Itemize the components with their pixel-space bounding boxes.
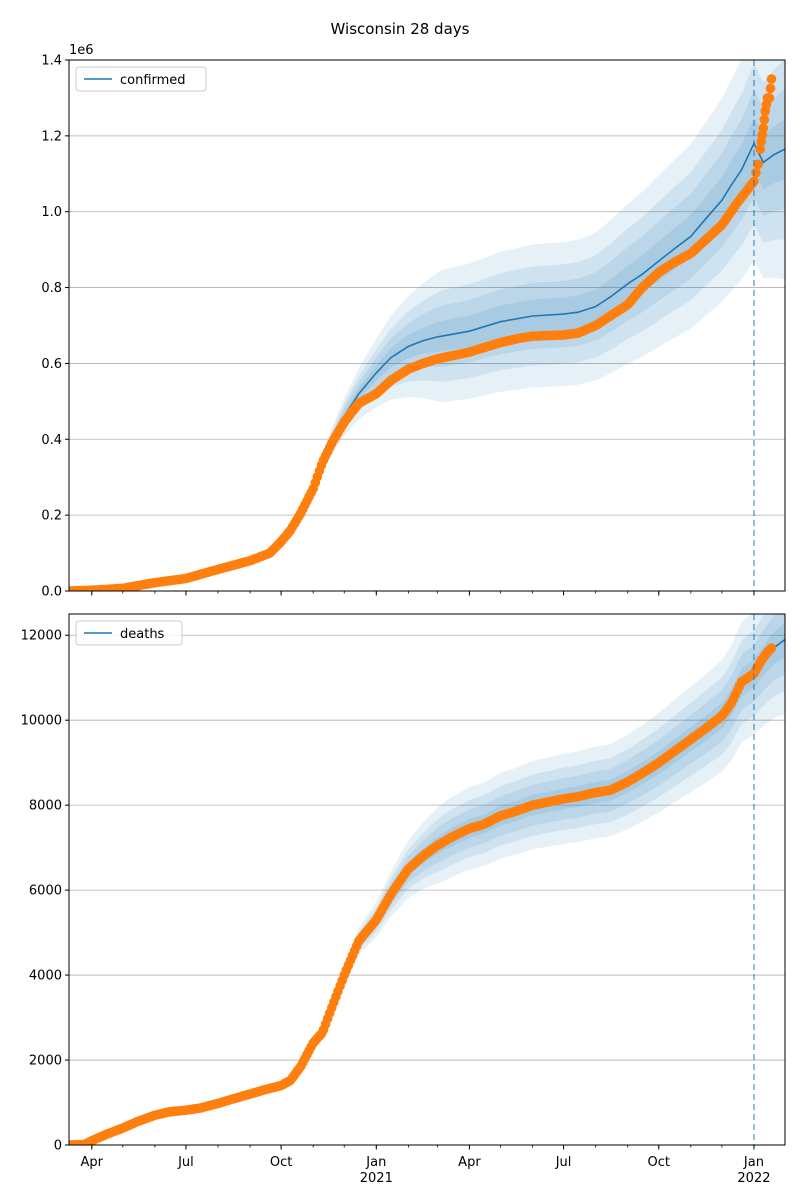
observed-point xyxy=(764,93,775,103)
y-tick-label: 12000 xyxy=(21,629,62,644)
x-tick-year-label: 2021 xyxy=(360,1171,393,1186)
observed-point xyxy=(765,83,776,94)
observed-point xyxy=(753,159,763,170)
y-tick-label: 8000 xyxy=(29,799,62,814)
y-tick-label: 10000 xyxy=(21,714,62,729)
observed-point xyxy=(766,74,777,84)
uncertainty-band xyxy=(274,60,785,550)
observed-point xyxy=(756,655,766,666)
uncertainty-band xyxy=(274,614,785,1088)
x-tick-year-label: 2022 xyxy=(737,1171,770,1186)
axes-frame xyxy=(68,59,786,592)
observed-point xyxy=(756,136,766,147)
y-tick-label: 6000 xyxy=(29,884,62,899)
y-tick-label: 2000 xyxy=(29,1054,62,1069)
y-tick-label: 0.6 xyxy=(41,357,62,372)
plot-area xyxy=(69,614,785,1145)
y-offset-label: 1e6 xyxy=(69,43,94,58)
legend-label: deaths xyxy=(120,627,165,642)
y-tick-label: 4000 xyxy=(29,969,62,984)
legend-label: confirmed xyxy=(120,73,186,88)
legend-box xyxy=(75,66,207,92)
x-tick-label: Apr xyxy=(458,1155,481,1170)
x-tick-label: Jul xyxy=(177,1155,194,1170)
uncertainty-band xyxy=(274,89,785,550)
y-tick-label: 0.2 xyxy=(41,509,62,524)
observed-point xyxy=(766,643,777,653)
y-tick-label: 0.4 xyxy=(41,433,62,448)
observed-point xyxy=(759,114,770,125)
uncertainty-band xyxy=(274,614,785,1088)
y-tick-label: 1.2 xyxy=(41,129,62,144)
observed-point xyxy=(755,144,765,154)
x-tick-label: Oct xyxy=(648,1155,670,1170)
y-tick-label: 1.0 xyxy=(41,205,62,220)
x-tick-label: Apr xyxy=(81,1155,104,1170)
y-tick-label: 1.4 xyxy=(41,54,62,69)
uncertainty-band xyxy=(274,118,785,550)
plot-area xyxy=(69,60,785,591)
y-tick-label: 0 xyxy=(54,1139,62,1154)
legend-box xyxy=(75,620,183,646)
x-tick-label: Jan xyxy=(365,1155,386,1170)
x-tick-label: Jan xyxy=(743,1155,764,1170)
observed-point xyxy=(758,123,769,134)
x-tick-label: Oct xyxy=(270,1155,292,1170)
axes-frame xyxy=(68,613,786,1146)
confirmed-panel: 0.0 0.2 0.4 0.6 0.8 1.0 1.2 1.4 1e6 confirmed xyxy=(41,43,786,600)
y-tick-label: 0.8 xyxy=(41,281,62,296)
figure-title: Wisconsin 28 days xyxy=(330,20,470,38)
observed-point xyxy=(751,168,761,178)
x-tick-label: Jul xyxy=(555,1155,572,1170)
observed-point xyxy=(760,106,771,116)
y-tick-label: 0.0 xyxy=(41,585,62,600)
uncertainty-band xyxy=(274,60,785,550)
